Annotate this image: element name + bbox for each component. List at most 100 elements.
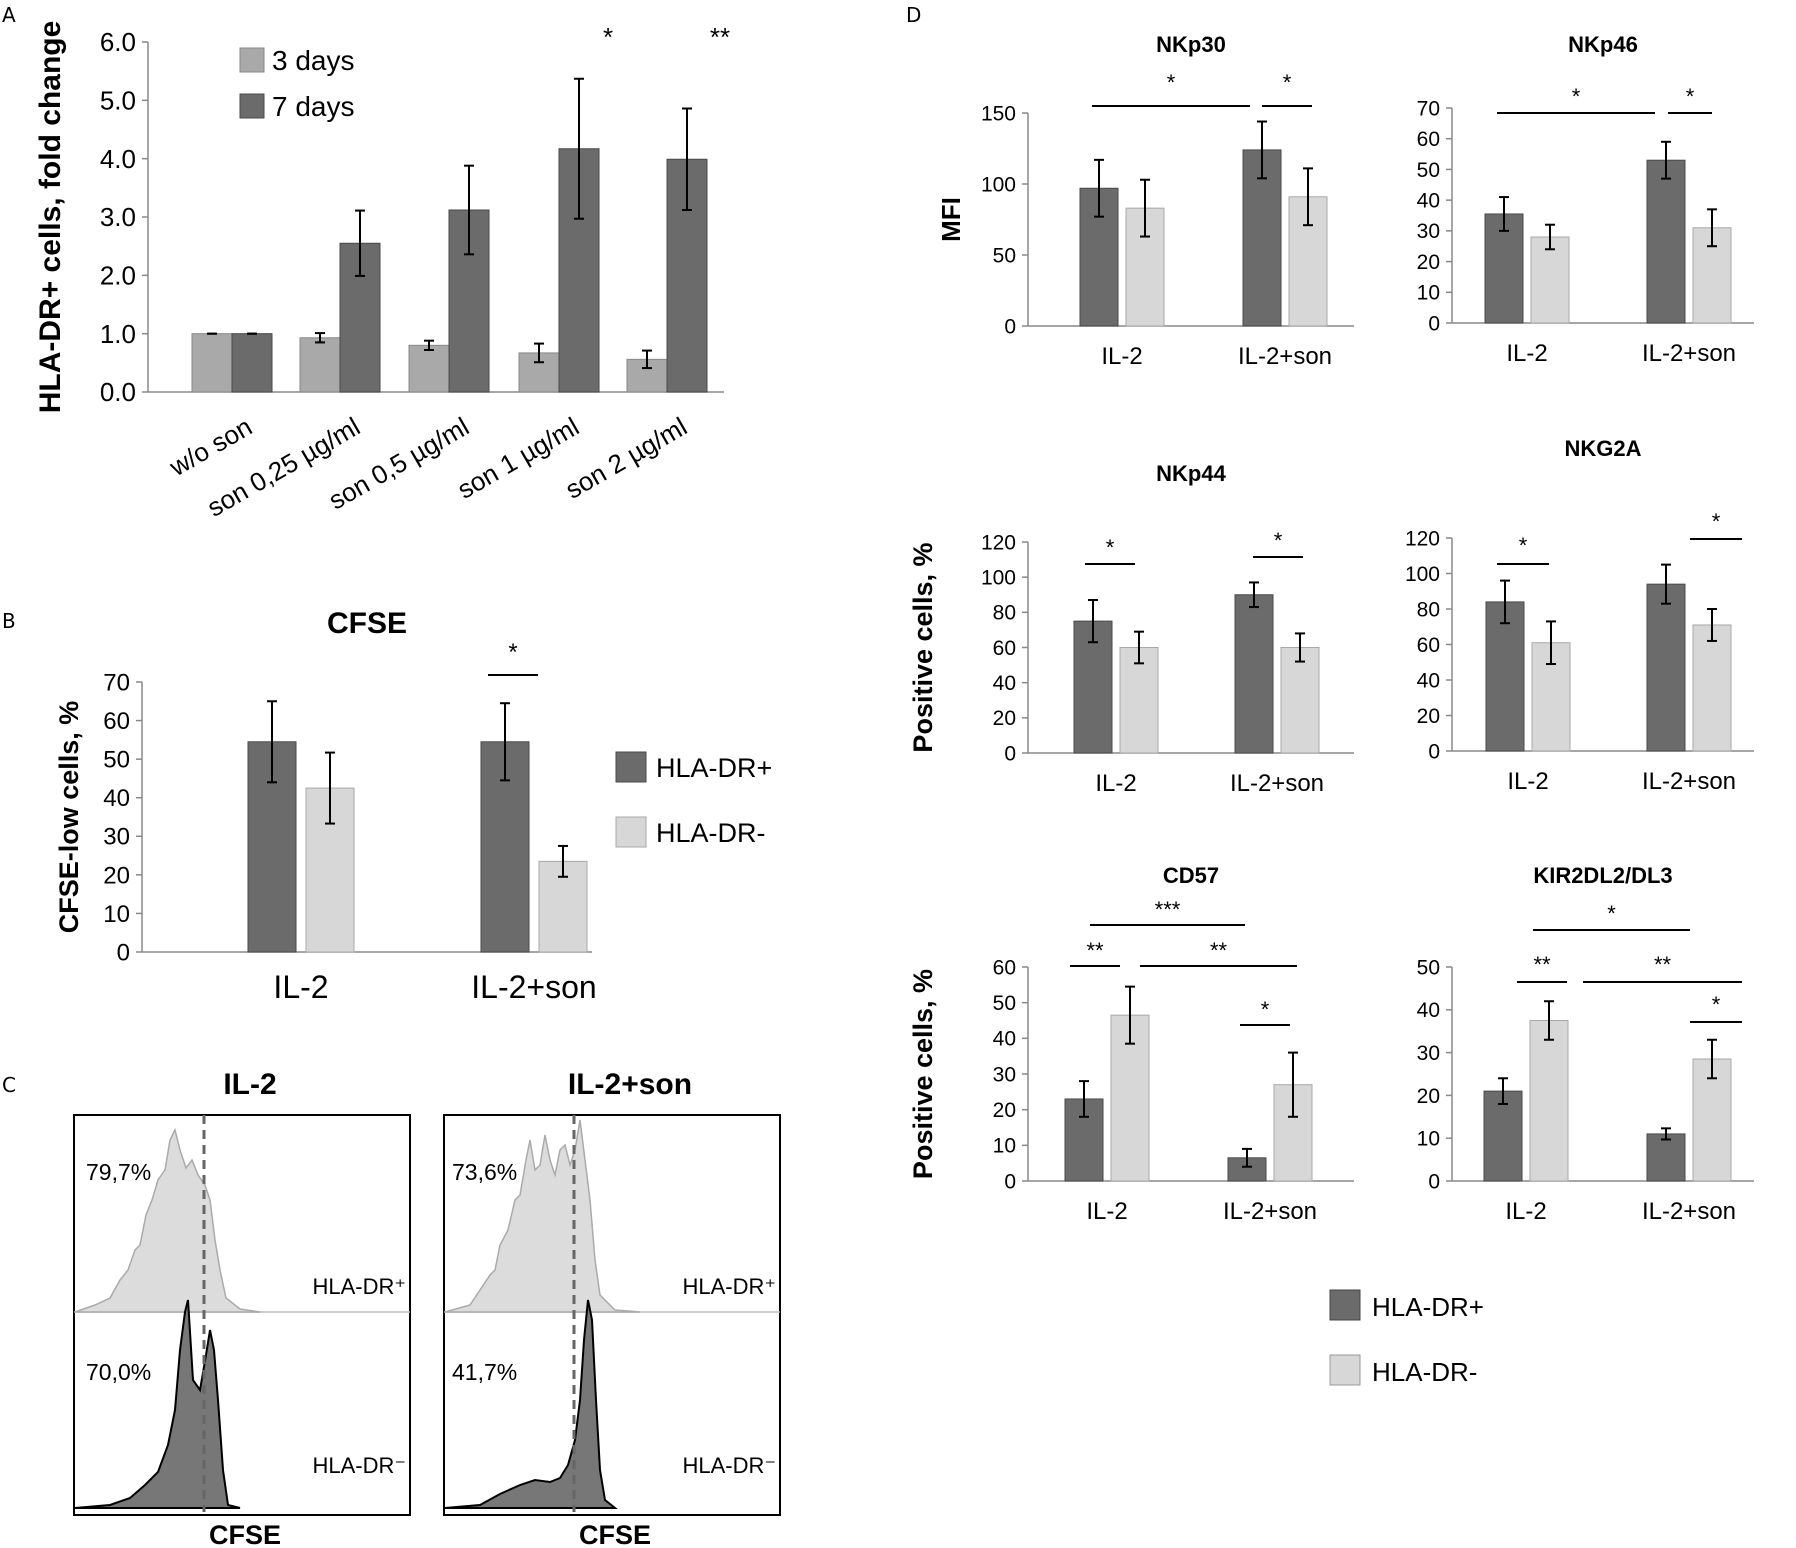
y-tick-label: 80 bbox=[993, 602, 1016, 625]
bar-hla-dr--0 bbox=[1484, 213, 1524, 324]
y-tick-label: 30 bbox=[1417, 220, 1440, 243]
y-tick-label: 60 bbox=[1417, 128, 1440, 151]
bar-3-days-2 bbox=[408, 344, 450, 393]
significance-marker: * bbox=[508, 639, 517, 666]
top-population-label: HLA-DR⁺ bbox=[312, 1274, 406, 1299]
y-tick-label: 20 bbox=[1417, 251, 1440, 274]
significance-marker: * bbox=[1283, 70, 1292, 95]
histogram-hladr-neg-curve bbox=[74, 1299, 241, 1509]
histogram-title: IL-2 bbox=[223, 1068, 276, 1101]
significance-marker: *** bbox=[1155, 897, 1181, 922]
x-category-label: IL-2 bbox=[273, 969, 328, 1005]
histogram-hladr-neg-curve bbox=[444, 1299, 618, 1509]
chart-nkp30: NKp30 0 50 100 150 MFI IL-2 IL-2+son * * bbox=[936, 32, 1354, 370]
y-tick-label: 70 bbox=[103, 669, 130, 696]
legend-swatch bbox=[615, 816, 647, 848]
chart-b-cfse: CFSE 0 10 20 30 40 50 60 70 CFSE-low cells, % IL-2… bbox=[54, 607, 772, 1005]
y-tick-label: 120 bbox=[981, 531, 1016, 554]
significance-marker: * bbox=[1167, 70, 1176, 95]
y-tick-label: 20 bbox=[1417, 1085, 1440, 1108]
significance-marker: ** bbox=[1210, 938, 1228, 963]
y-tick-label: 40 bbox=[1417, 999, 1440, 1022]
chart-nkp44: NKp44 0 20 40 60 80 100 120 Positive cells, % IL-… bbox=[908, 461, 1354, 797]
chart-a-hla-dr-fold-change: 0.0 1.0 2.0 3.0 4.0 5.0 6.0 HLA-DR+ cells, fold… bbox=[34, 21, 730, 523]
top-population-label: HLA-DR⁺ bbox=[682, 1274, 776, 1299]
bar-hla-dr--1 bbox=[1692, 624, 1732, 752]
y-axis-label: MFI bbox=[936, 197, 966, 242]
bottom-percentage: 70,0% bbox=[86, 1359, 151, 1385]
x-category-label: w/o son bbox=[164, 411, 257, 482]
significance-marker: ** bbox=[1533, 952, 1551, 977]
histogram-hladr-pos-curve bbox=[74, 1127, 261, 1313]
y-tick-label: 50 bbox=[993, 992, 1016, 1015]
y-tick-label: 20 bbox=[993, 707, 1016, 730]
x-category-label: IL-2+son bbox=[1230, 770, 1324, 797]
y-tick-label: 100 bbox=[981, 567, 1016, 590]
significance-marker: ** bbox=[1086, 938, 1104, 963]
y-tick-label: 70 bbox=[1417, 97, 1440, 120]
histogram-frame bbox=[443, 1114, 781, 1516]
y-tick-label: 10 bbox=[993, 1135, 1016, 1158]
legend-swatch-hla-dr-pos bbox=[1329, 1289, 1361, 1321]
x-category-label: IL-2 bbox=[1507, 768, 1548, 795]
y-axis-label: CFSE-low cells, % bbox=[54, 701, 84, 934]
bar-hla-dr--1 bbox=[1646, 159, 1686, 324]
y-tick-label: 40 bbox=[1417, 189, 1440, 212]
x-category-label: IL-2 bbox=[1506, 340, 1547, 367]
bar-7-days-1 bbox=[339, 242, 381, 393]
y-tick-label: 50 bbox=[1417, 159, 1440, 182]
y-tick-label: 100 bbox=[981, 173, 1016, 196]
significance-marker: * bbox=[1712, 509, 1721, 534]
y-tick-label: 30 bbox=[1417, 1042, 1440, 1065]
y-tick-label: 40 bbox=[993, 672, 1016, 695]
bottom-percentage: 41,7% bbox=[452, 1359, 517, 1385]
y-tick-label: 0 bbox=[1004, 742, 1016, 765]
y-tick-label: 60 bbox=[993, 956, 1016, 979]
y-tick-label: 150 bbox=[981, 102, 1016, 125]
histogram-title: IL-2+son bbox=[568, 1068, 692, 1101]
chart-nkp46: NKp46 0 10 20 30 40 50 60 70 IL-2 IL-2+son * * bbox=[1417, 32, 1754, 367]
y-axis-label: HLA-DR+ cells, fold change bbox=[34, 21, 67, 414]
x-category-label: IL-2+son bbox=[1642, 340, 1736, 367]
significance-marker: ** bbox=[710, 22, 730, 52]
legend-label: HLA-DR+ bbox=[656, 753, 772, 783]
y-tick-label: 40 bbox=[103, 785, 130, 812]
legend-label-hla-dr-pos: HLA-DR+ bbox=[1372, 1292, 1484, 1322]
significance-marker: * bbox=[1519, 533, 1528, 558]
legend-label: 3 days bbox=[272, 45, 355, 76]
top-percentage: 79,7% bbox=[86, 1159, 151, 1185]
y-tick-label: 50 bbox=[1417, 956, 1440, 979]
y-tick-label: 6.0 bbox=[100, 27, 136, 57]
legend-swatch-hla-dr-neg bbox=[1329, 1354, 1361, 1386]
y-tick-label: 50 bbox=[993, 244, 1016, 267]
panel-letter-d: D bbox=[906, 3, 921, 27]
bar-hla-dr--1 bbox=[1234, 594, 1274, 754]
histogram-xlabel: CFSE bbox=[209, 1520, 281, 1548]
x-category-label: son 1 µg/ml bbox=[452, 411, 584, 504]
bar-hla-dr--1 bbox=[1692, 1058, 1732, 1182]
panel-letter-a: A bbox=[2, 3, 16, 27]
legend-swatch bbox=[239, 93, 265, 119]
bar-hla-dr--0 bbox=[1483, 1090, 1523, 1182]
y-tick-label: 40 bbox=[993, 1028, 1016, 1051]
x-category-label: IL-2 bbox=[1086, 1198, 1127, 1225]
y-tick-label: 120 bbox=[1405, 527, 1440, 550]
y-tick-label: 80 bbox=[1417, 598, 1440, 621]
legend-d: HLA-DR+ HLA-DR- bbox=[1329, 1289, 1484, 1387]
significance-marker: * bbox=[1572, 84, 1581, 109]
significance-marker: * bbox=[603, 22, 613, 52]
x-category-label: IL-2 bbox=[1101, 343, 1142, 370]
y-tick-label: 1.0 bbox=[100, 319, 136, 349]
histogram-frame bbox=[73, 1114, 411, 1516]
y-tick-label: 2.0 bbox=[100, 260, 136, 290]
chart-title: NKp30 bbox=[1156, 32, 1226, 57]
chart-title: KIR2DL2/DL3 bbox=[1533, 863, 1672, 888]
bar-7-days-0 bbox=[231, 333, 273, 393]
significance-marker: * bbox=[1607, 901, 1616, 926]
y-tick-label: 20 bbox=[993, 1099, 1016, 1122]
bar-hla-dr--0 bbox=[1529, 1020, 1569, 1182]
y-tick-label: 100 bbox=[1405, 563, 1440, 586]
bar-3-days-0 bbox=[191, 333, 233, 393]
